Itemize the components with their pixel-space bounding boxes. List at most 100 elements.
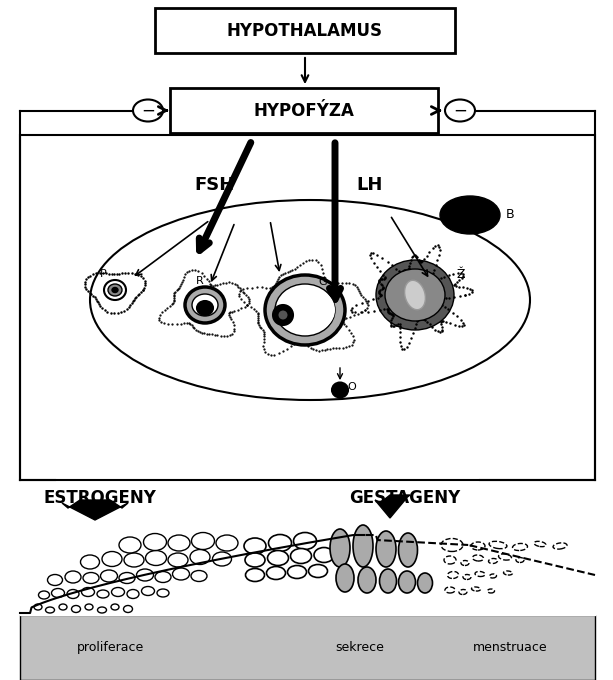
Ellipse shape — [398, 533, 417, 567]
Ellipse shape — [417, 573, 433, 593]
Bar — [20, 615, 595, 680]
Ellipse shape — [72, 605, 80, 613]
Ellipse shape — [119, 573, 135, 583]
Ellipse shape — [379, 569, 397, 593]
Ellipse shape — [473, 555, 484, 561]
Ellipse shape — [137, 569, 153, 581]
Ellipse shape — [244, 538, 266, 554]
Ellipse shape — [440, 196, 500, 234]
Ellipse shape — [82, 588, 94, 596]
Text: HYPOTHALAMUS: HYPOTHALAMUS — [227, 22, 383, 39]
Ellipse shape — [398, 571, 416, 593]
Ellipse shape — [358, 567, 376, 593]
Ellipse shape — [275, 284, 335, 336]
Bar — [170, 88, 438, 133]
Ellipse shape — [265, 275, 345, 345]
Ellipse shape — [124, 553, 144, 567]
Ellipse shape — [512, 543, 527, 551]
Ellipse shape — [376, 260, 454, 330]
Ellipse shape — [245, 568, 264, 581]
Ellipse shape — [245, 553, 265, 567]
Text: G: G — [319, 277, 327, 287]
Text: Ž: Ž — [457, 269, 465, 282]
Ellipse shape — [216, 535, 238, 551]
Text: menstruace: menstruace — [473, 641, 547, 654]
Ellipse shape — [127, 590, 139, 598]
Ellipse shape — [534, 541, 546, 547]
Ellipse shape — [475, 571, 485, 577]
Ellipse shape — [155, 571, 171, 583]
Ellipse shape — [489, 541, 507, 549]
Ellipse shape — [516, 558, 524, 562]
Ellipse shape — [119, 537, 141, 553]
Ellipse shape — [83, 573, 99, 583]
Ellipse shape — [490, 574, 497, 578]
Ellipse shape — [489, 558, 498, 564]
Ellipse shape — [51, 588, 64, 598]
Ellipse shape — [34, 604, 42, 610]
Ellipse shape — [185, 287, 225, 323]
Ellipse shape — [123, 605, 132, 613]
Ellipse shape — [308, 564, 327, 577]
Text: proliferace: proliferace — [77, 641, 143, 654]
Ellipse shape — [143, 534, 167, 551]
Ellipse shape — [112, 588, 124, 596]
Ellipse shape — [447, 571, 459, 579]
Ellipse shape — [85, 604, 93, 610]
Ellipse shape — [39, 591, 50, 599]
Text: HYPOFÝZA: HYPOFÝZA — [254, 101, 354, 120]
Ellipse shape — [291, 549, 311, 564]
Ellipse shape — [65, 571, 81, 583]
Ellipse shape — [142, 586, 154, 596]
Ellipse shape — [67, 590, 79, 598]
Text: −: − — [141, 101, 155, 120]
Ellipse shape — [191, 532, 215, 549]
Ellipse shape — [471, 542, 485, 550]
Ellipse shape — [285, 288, 335, 332]
Ellipse shape — [111, 604, 119, 610]
Ellipse shape — [273, 305, 293, 325]
Ellipse shape — [353, 525, 373, 567]
Ellipse shape — [376, 531, 396, 567]
Ellipse shape — [145, 551, 167, 566]
Ellipse shape — [267, 551, 289, 566]
Ellipse shape — [112, 288, 118, 292]
Ellipse shape — [133, 99, 163, 122]
Ellipse shape — [190, 549, 210, 564]
Ellipse shape — [268, 534, 292, 551]
Ellipse shape — [192, 294, 218, 316]
Ellipse shape — [471, 587, 481, 591]
Ellipse shape — [445, 587, 455, 593]
Ellipse shape — [459, 590, 467, 594]
Ellipse shape — [314, 547, 334, 562]
Text: R: R — [196, 276, 204, 286]
Text: P: P — [100, 269, 107, 279]
Ellipse shape — [330, 529, 350, 567]
Ellipse shape — [97, 607, 107, 613]
Ellipse shape — [168, 553, 188, 567]
Ellipse shape — [287, 566, 306, 579]
Text: −: − — [453, 101, 467, 120]
Text: O: O — [348, 382, 356, 392]
Ellipse shape — [278, 311, 287, 320]
Polygon shape — [62, 500, 128, 520]
Text: B: B — [506, 209, 514, 222]
Text: LH: LH — [357, 176, 383, 194]
Ellipse shape — [59, 604, 67, 610]
Ellipse shape — [101, 570, 118, 582]
Text: ESTROGENY: ESTROGENY — [44, 489, 156, 507]
Ellipse shape — [405, 280, 425, 309]
Ellipse shape — [294, 532, 316, 549]
Bar — [155, 8, 455, 53]
Ellipse shape — [80, 555, 99, 569]
Ellipse shape — [444, 556, 456, 564]
Ellipse shape — [157, 589, 169, 597]
Ellipse shape — [498, 554, 511, 560]
Text: sekrece: sekrece — [335, 641, 384, 654]
Ellipse shape — [172, 568, 189, 580]
Text: GESTAGENY: GESTAGENY — [349, 489, 460, 507]
Ellipse shape — [487, 589, 495, 593]
Ellipse shape — [385, 269, 445, 321]
Ellipse shape — [461, 560, 469, 566]
Ellipse shape — [445, 99, 475, 122]
